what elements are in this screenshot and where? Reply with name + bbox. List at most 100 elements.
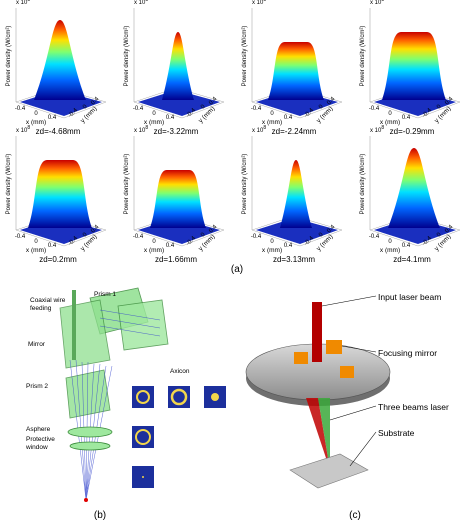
y-tick-pos: 0.4 <box>90 224 101 235</box>
x-tick-pos: 0.4 <box>48 115 57 121</box>
surface-peak <box>34 20 86 100</box>
beam-cone-green <box>318 398 330 470</box>
x-tick-zero: 0 <box>152 239 156 245</box>
leader-substrate <box>349 431 377 467</box>
svg-text:Prism 2: Prism 2 <box>26 383 48 390</box>
exponent-label: x 108 <box>252 125 266 134</box>
y-tick-zero: 0 <box>436 104 443 111</box>
leader-beams <box>329 405 377 421</box>
svg-text:Three beams laser: Three beams laser <box>378 402 449 412</box>
svg-text:Axicon: Axicon <box>170 368 190 375</box>
mirror-block-3 <box>340 366 354 378</box>
y-tick-pos: 0.4 <box>444 224 455 235</box>
x-axis-label: x (mm) <box>380 119 400 126</box>
svg-text:Substrate: Substrate <box>378 428 415 438</box>
exponent-label: x 108 <box>134 125 148 134</box>
x-tick-neg: -0.4 <box>15 106 26 112</box>
panel-b-labels: Coaxial wire feeding Prism 1 Mirror Axic… <box>25 291 190 451</box>
x-tick-zero: 0 <box>388 111 392 117</box>
surface-peak <box>280 160 312 228</box>
x-tick-pos: 0.4 <box>402 243 411 249</box>
plot-caption: zd=1.66mm <box>155 255 197 264</box>
panel-a-label: (a) <box>231 264 243 275</box>
y-tick-pos: 0.4 <box>326 224 337 235</box>
surface-peak <box>268 42 324 100</box>
exponent-label: x 108 <box>16 125 30 134</box>
mirror-block-2 <box>294 352 308 364</box>
surface-peak <box>28 160 92 228</box>
svg-text:Input laser beam: Input laser beam <box>378 292 441 302</box>
panel-c-label: (c) <box>349 510 361 521</box>
exponent-label: x 108 <box>16 0 30 6</box>
svg-text:feeding: feeding <box>30 305 52 312</box>
surface-base <box>256 218 338 244</box>
y-tick-zero: 0 <box>318 232 325 239</box>
x-tick-neg: -0.4 <box>133 106 144 112</box>
x-tick-pos: 0.4 <box>402 115 411 121</box>
svg-text:Protective: Protective <box>26 436 55 443</box>
x-tick-neg: -0.4 <box>251 234 262 240</box>
x-tick-pos: 0.4 <box>166 115 175 121</box>
beam-cone-red <box>306 398 330 470</box>
x-tick-neg: -0.4 <box>133 234 144 240</box>
exponent-label: x 108 <box>370 125 384 134</box>
panel-c: Input laser beam Focusing mirror Three b… <box>245 292 449 521</box>
panel-b-label: (b) <box>94 510 106 521</box>
y-tick-zero: 0 <box>436 232 443 239</box>
y-tick-pos: 0.4 <box>90 96 101 107</box>
asphere <box>67 426 113 438</box>
prism-2 <box>65 369 111 419</box>
x-tick-pos: 0.4 <box>284 115 293 121</box>
x-tick-neg: -0.4 <box>15 234 26 240</box>
svg-text:Prism 1: Prism 1 <box>94 291 116 298</box>
x-tick-zero: 0 <box>152 111 156 117</box>
x-tick-zero: 0 <box>34 111 38 117</box>
protective-window <box>69 441 111 451</box>
surface-peak <box>388 148 440 228</box>
leader-input <box>321 295 377 307</box>
x-tick-pos: 0.4 <box>166 243 175 249</box>
exponent-label: x 108 <box>252 0 266 6</box>
svg-text:Focusing mirror: Focusing mirror <box>378 348 437 358</box>
z-axis-label: Power density (W/cm²) <box>360 154 366 215</box>
svg-text:Asphere: Asphere <box>26 426 51 433</box>
x-tick-zero: 0 <box>270 239 274 245</box>
xy-plane <box>251 215 343 247</box>
x-tick-neg: -0.4 <box>369 106 380 112</box>
exponent-label: x 108 <box>134 0 148 6</box>
y-tick-zero: 0 <box>200 104 207 111</box>
focus-point <box>84 498 88 502</box>
x-tick-pos: 0.4 <box>284 243 293 249</box>
plot-caption: zd=-2.24mm <box>272 127 317 136</box>
x-tick-neg: -0.4 <box>251 106 262 112</box>
panel-c-labels: Input laser beam Focusing mirror Three b… <box>378 292 449 438</box>
x-axis-label: x (mm) <box>144 247 164 254</box>
z-axis-label: Power density (W/cm²) <box>6 26 12 87</box>
z-axis-label: Power density (W/cm²) <box>360 26 366 87</box>
mirror-block-1 <box>326 340 342 354</box>
svg-text:window: window <box>25 444 48 451</box>
coaxial-wire <box>72 290 76 360</box>
x-axis-label: x (mm) <box>380 247 400 254</box>
y-tick-zero: 0 <box>82 104 89 111</box>
leader-mirror <box>341 345 377 353</box>
x-tick-zero: 0 <box>270 111 274 117</box>
surface-peak <box>162 32 194 100</box>
plot-caption: zd=-4.68mm <box>36 127 81 136</box>
input-beam <box>312 302 322 362</box>
surface-plot-4: x 108 Power density (W/cm²) -0.4 0 0.4x (mm)… <box>360 0 461 136</box>
x-axis-label: x (mm) <box>26 247 46 254</box>
substrate <box>289 453 369 489</box>
z-axis-label: Power density (W/cm²) <box>124 26 130 87</box>
plot-caption: zd=-3.22mm <box>154 127 199 136</box>
y-tick-pos: 0.4 <box>208 224 219 235</box>
x-axis-label: x (mm) <box>262 247 282 254</box>
y-tick-pos: 0.4 <box>208 96 219 107</box>
svg-text:Coaxial wire: Coaxial wire <box>30 297 66 304</box>
y-tick-pos: 0.4 <box>326 96 337 107</box>
